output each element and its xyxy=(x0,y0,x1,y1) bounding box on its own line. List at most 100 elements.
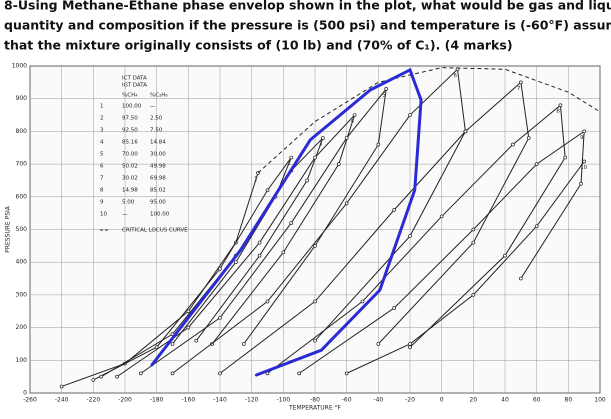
legend-cell: 3 xyxy=(100,128,104,134)
legend-cell: 5 xyxy=(100,152,104,158)
data-point xyxy=(471,293,476,297)
data-point xyxy=(352,113,357,117)
data-point xyxy=(336,162,341,166)
data-point xyxy=(534,224,539,229)
envelope-line xyxy=(172,68,466,374)
series-label: 10 xyxy=(580,165,587,171)
data-point xyxy=(218,371,222,376)
data-point xyxy=(313,338,317,343)
legend-cell: 69.98 xyxy=(150,176,166,182)
data-point xyxy=(154,345,159,350)
y-tick-label: 800 xyxy=(16,128,28,135)
x-tick-label: -60 xyxy=(342,397,352,404)
legend-cell: 85.02 xyxy=(150,188,166,194)
y-tick-label: 400 xyxy=(16,259,28,266)
x-tick-label: -40 xyxy=(373,397,383,404)
x-tick-label: 0 xyxy=(440,397,444,404)
legend-cell: 85.16 xyxy=(122,140,138,146)
critical-locus xyxy=(257,67,601,174)
data-point xyxy=(408,234,412,238)
data-point xyxy=(297,371,302,376)
y-tick-label: 600 xyxy=(16,193,28,200)
data-point xyxy=(289,155,294,160)
x-tick-label: 60 xyxy=(533,397,541,404)
data-point xyxy=(313,155,317,160)
data-point xyxy=(218,315,222,320)
legend-cell: 92.50 xyxy=(122,128,138,134)
data-point xyxy=(313,244,317,248)
data-point xyxy=(408,345,412,350)
series-label: 5 xyxy=(382,92,386,98)
legend-cell: 9 xyxy=(100,200,104,206)
data-point xyxy=(582,129,587,134)
question-line: quantity and composition if the pressure… xyxy=(4,18,611,33)
data-point xyxy=(170,342,175,346)
envelope-line xyxy=(116,114,356,378)
data-point xyxy=(518,276,523,281)
data-point xyxy=(115,374,119,379)
envelope-line xyxy=(267,104,566,374)
legend-cell: 95.00 xyxy=(150,200,166,206)
y-tick-label: 100 xyxy=(16,357,28,364)
data-point xyxy=(392,306,397,310)
legend-cell: 6 xyxy=(100,164,104,170)
data-point xyxy=(91,378,96,382)
x-tick-label: -200 xyxy=(118,397,132,404)
data-point xyxy=(186,325,191,330)
data-point xyxy=(471,240,476,245)
y-tick-label: 0 xyxy=(23,390,27,397)
x-axis-title: TEMPERATURE °F xyxy=(288,405,342,412)
question-line: that the mixture originally consists of … xyxy=(4,38,513,53)
legend-cell: 8 xyxy=(100,188,104,194)
x-tick-label: 80 xyxy=(565,397,573,404)
x-tick-label: -160 xyxy=(182,397,196,404)
data-point xyxy=(281,250,286,255)
data-point xyxy=(526,136,531,140)
x-tick-label: -240 xyxy=(55,397,69,404)
data-point xyxy=(503,253,507,258)
envelope-line xyxy=(93,157,292,381)
data-point xyxy=(257,240,262,245)
x-tick-label: -100 xyxy=(277,397,291,404)
data-point xyxy=(408,113,412,117)
series-label: 6 xyxy=(454,73,458,79)
data-point xyxy=(59,384,64,389)
legend-column: %C₂H₆ xyxy=(150,93,168,99)
legend-cell: 1 xyxy=(100,104,104,110)
data-point xyxy=(321,136,325,140)
data-point xyxy=(563,155,568,160)
series-label: 8 xyxy=(556,109,560,115)
legend-cell: 5.00 xyxy=(122,200,135,206)
data-point xyxy=(376,142,381,147)
envelope-line xyxy=(100,137,324,378)
x-tick-label: 100 xyxy=(594,397,606,404)
legend-cell: 50.02 xyxy=(122,164,138,170)
data-point xyxy=(289,221,294,225)
data-point xyxy=(233,260,238,265)
series-label: 1 xyxy=(254,176,258,182)
y-tick-label: 300 xyxy=(16,291,28,298)
series-label: 7 xyxy=(517,86,521,92)
series-label: 4 xyxy=(351,119,355,125)
question-line: 8-Using Methane-Ethane phase envelop sho… xyxy=(4,0,611,13)
legend-cell: 2 xyxy=(100,116,104,122)
data-point xyxy=(305,178,309,183)
legend-source: IGT DATA xyxy=(122,83,147,89)
data-point xyxy=(582,159,587,164)
y-tick-label: 200 xyxy=(16,324,28,331)
data-point xyxy=(186,309,191,314)
x-tick-label: -120 xyxy=(245,397,259,404)
data-point xyxy=(313,299,317,304)
legend-cell: 30.02 xyxy=(122,176,138,182)
data-point xyxy=(194,338,199,343)
legend-cell: 14.84 xyxy=(150,140,166,146)
legend-cell: 7.50 xyxy=(150,128,163,134)
data-point xyxy=(138,371,143,376)
y-tick-label: 500 xyxy=(16,226,28,233)
data-point xyxy=(439,214,444,219)
data-point xyxy=(218,266,222,271)
legend-cell: 70.00 xyxy=(122,152,138,158)
legend-cell: — xyxy=(150,104,156,110)
legend-cell: 100.00 xyxy=(150,212,170,218)
